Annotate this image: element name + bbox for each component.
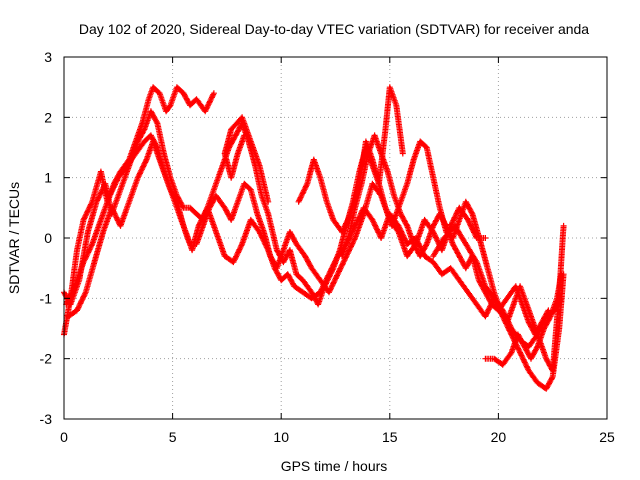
y-tick-label: 1 [44, 170, 52, 186]
chart-title: Day 102 of 2020, Sidereal Day-to-day VTE… [79, 21, 589, 37]
series-trace-5 [221, 114, 272, 205]
x-tick-label: 15 [382, 429, 398, 445]
y-tick-label: -1 [40, 290, 53, 306]
data-markers [61, 84, 567, 392]
y-tick-label: 2 [44, 109, 52, 125]
x-tick-label: 10 [273, 429, 289, 445]
x-tick-label: 20 [491, 429, 507, 445]
marker-trace [339, 132, 552, 338]
y-tick-label: 3 [44, 49, 52, 65]
x-axis-title: GPS time / hours [281, 458, 388, 474]
x-tick-label: 25 [599, 429, 615, 445]
axis-ticks: 0 5 10 15 20 25 -3 -2 -1 0 1 2 3 [40, 49, 615, 445]
x-tick-label: 5 [169, 429, 177, 445]
y-tick-label: -2 [40, 351, 53, 367]
y-tick-label: -3 [40, 411, 53, 427]
series-trace-9 [339, 132, 552, 338]
y-axis-title: SDTVAR / TECUs [6, 182, 22, 294]
marker-trace [221, 114, 272, 205]
marker-trace [482, 271, 565, 368]
y-tick-label: 0 [44, 230, 52, 246]
series-trace-8 [482, 271, 565, 368]
x-tick-label: 0 [60, 429, 68, 445]
